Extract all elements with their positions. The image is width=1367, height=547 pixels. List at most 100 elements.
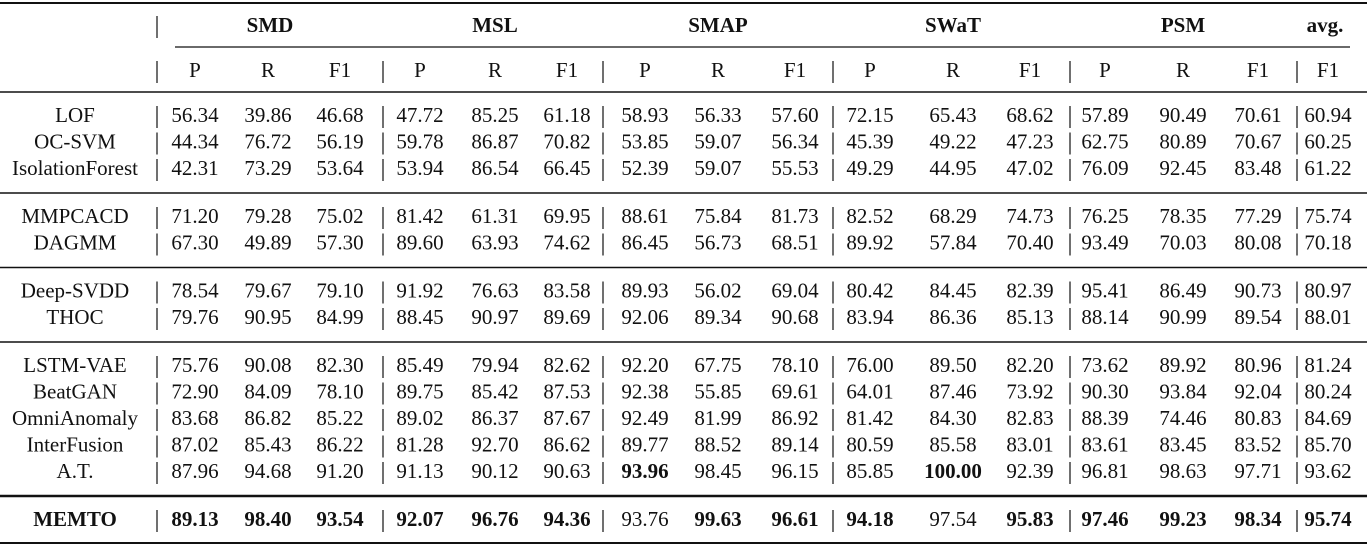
cell: 92.06 bbox=[621, 305, 668, 329]
cell: 67.75 bbox=[694, 353, 741, 377]
cell: 69.61 bbox=[771, 379, 818, 403]
cell: 80.96 bbox=[1234, 353, 1281, 377]
cell: 83.45 bbox=[1159, 432, 1206, 456]
cell: 59.07 bbox=[694, 156, 741, 180]
cell: 81.24 bbox=[1304, 353, 1352, 377]
cell: 83.48 bbox=[1234, 156, 1281, 180]
cell: 49.89 bbox=[244, 230, 291, 254]
cell: 89.60 bbox=[396, 230, 443, 254]
column-header: F1 bbox=[1247, 58, 1269, 82]
cell: 89.69 bbox=[543, 305, 590, 329]
cell: 87.53 bbox=[543, 379, 590, 403]
cell: 86.45 bbox=[621, 230, 668, 254]
cell: 90.63 bbox=[543, 459, 590, 483]
cell: 89.14 bbox=[771, 432, 819, 456]
method-name: DAGMM bbox=[34, 230, 117, 254]
cell: 82.83 bbox=[1006, 406, 1053, 430]
cell: 70.18 bbox=[1304, 230, 1351, 254]
cell: 88.39 bbox=[1081, 406, 1128, 430]
cell: 61.31 bbox=[471, 204, 518, 228]
cell: 98.63 bbox=[1159, 459, 1206, 483]
cell: 75.74 bbox=[1304, 204, 1352, 228]
cell: 56.02 bbox=[694, 278, 741, 302]
cell: 61.22 bbox=[1304, 156, 1351, 180]
cell: 80.59 bbox=[846, 432, 893, 456]
method-name: THOC bbox=[46, 305, 103, 329]
cell: 79.28 bbox=[244, 204, 291, 228]
column-header: R bbox=[1176, 58, 1190, 82]
cell: 56.34 bbox=[171, 103, 219, 127]
cell: 57.84 bbox=[929, 230, 977, 254]
cell: 75.76 bbox=[171, 353, 218, 377]
column-header: R bbox=[488, 58, 502, 82]
cell: 85.13 bbox=[1006, 305, 1053, 329]
cell: 94.68 bbox=[244, 459, 291, 483]
cell: 93.62 bbox=[1304, 459, 1351, 483]
cell: 81.42 bbox=[846, 406, 893, 430]
cell: 94.18 bbox=[846, 507, 893, 531]
cell: 72.15 bbox=[846, 103, 893, 127]
cell: 92.38 bbox=[621, 379, 668, 403]
cell: 39.86 bbox=[244, 103, 291, 127]
method-name: LSTM-VAE bbox=[23, 353, 126, 377]
cell: 78.54 bbox=[171, 278, 219, 302]
method-name: MEMTO bbox=[33, 507, 117, 531]
cell: 70.61 bbox=[1234, 103, 1281, 127]
group-header: SMAP bbox=[688, 13, 748, 37]
cell: 80.83 bbox=[1234, 406, 1281, 430]
cell: 78.10 bbox=[771, 353, 818, 377]
cell: 86.36 bbox=[929, 305, 976, 329]
cell: 90.30 bbox=[1081, 379, 1128, 403]
cell: 76.72 bbox=[244, 129, 291, 153]
cell: 93.54 bbox=[316, 507, 364, 531]
cell: 89.92 bbox=[846, 230, 893, 254]
cell: 79.67 bbox=[244, 278, 291, 302]
cell: 93.76 bbox=[621, 507, 668, 531]
cell: 61.18 bbox=[543, 103, 590, 127]
column-header: F1 bbox=[1317, 58, 1339, 82]
cell: 56.19 bbox=[316, 129, 363, 153]
column-header: P bbox=[189, 58, 201, 82]
cell: 90.49 bbox=[1159, 103, 1206, 127]
cell: 98.34 bbox=[1234, 507, 1282, 531]
cell: 53.94 bbox=[396, 156, 444, 180]
cell: 93.84 bbox=[1159, 379, 1207, 403]
cell: 42.31 bbox=[171, 156, 218, 180]
cell: 86.62 bbox=[543, 432, 590, 456]
cell: 95.83 bbox=[1006, 507, 1053, 531]
cell: 90.97 bbox=[471, 305, 518, 329]
cell: 90.73 bbox=[1234, 278, 1281, 302]
cell: 85.22 bbox=[316, 406, 363, 430]
cell: 71.20 bbox=[171, 204, 218, 228]
cell: 81.28 bbox=[396, 432, 443, 456]
cell: 86.49 bbox=[1159, 278, 1206, 302]
cell: 57.89 bbox=[1081, 103, 1128, 127]
cell: 94.36 bbox=[543, 507, 590, 531]
cell: 76.63 bbox=[471, 278, 518, 302]
cell: 96.76 bbox=[471, 507, 518, 531]
cell: 98.45 bbox=[694, 459, 741, 483]
cell: 67.30 bbox=[171, 230, 218, 254]
cell: 89.54 bbox=[1234, 305, 1282, 329]
cell: 70.40 bbox=[1006, 230, 1053, 254]
cell: 58.93 bbox=[621, 103, 668, 127]
cell: 84.30 bbox=[929, 406, 976, 430]
cell: 92.07 bbox=[396, 507, 443, 531]
cell: 46.68 bbox=[316, 103, 363, 127]
column-header: F1 bbox=[329, 58, 351, 82]
cell: 80.24 bbox=[1304, 379, 1352, 403]
cell: 89.13 bbox=[171, 507, 218, 531]
cell: 53.64 bbox=[316, 156, 364, 180]
cell: 68.51 bbox=[771, 230, 818, 254]
cell: 80.08 bbox=[1234, 230, 1281, 254]
cell: 91.20 bbox=[316, 459, 363, 483]
group-header: MSL bbox=[472, 13, 518, 37]
cell: 88.61 bbox=[621, 204, 668, 228]
cell: 90.68 bbox=[771, 305, 818, 329]
cell: 92.45 bbox=[1159, 156, 1206, 180]
cell: 75.84 bbox=[694, 204, 742, 228]
column-header: F1 bbox=[556, 58, 578, 82]
cell: 85.49 bbox=[396, 353, 443, 377]
cell: 49.29 bbox=[846, 156, 893, 180]
method-name: BeatGAN bbox=[33, 379, 117, 403]
